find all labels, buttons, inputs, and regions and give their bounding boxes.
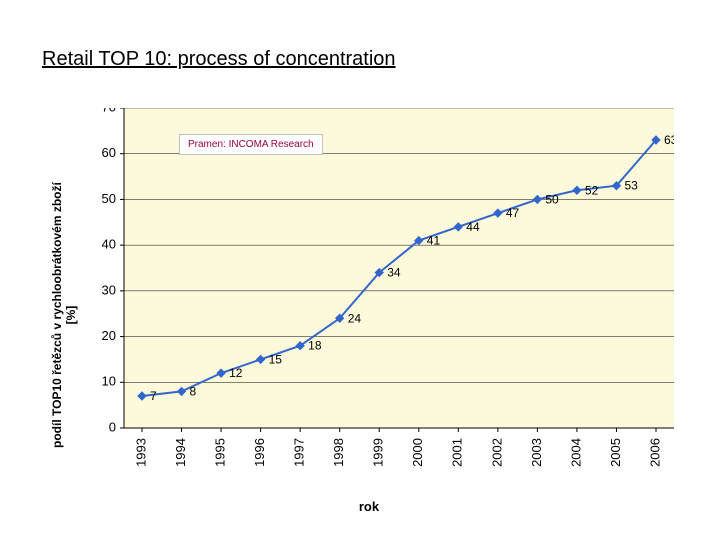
svg-text:44: 44	[466, 220, 480, 234]
svg-text:20: 20	[102, 328, 116, 343]
svg-text:24: 24	[348, 311, 362, 325]
svg-text:40: 40	[102, 237, 116, 252]
svg-text:41: 41	[427, 234, 441, 248]
svg-text:12: 12	[229, 366, 243, 380]
svg-text:2000: 2000	[410, 438, 425, 467]
svg-text:47: 47	[506, 206, 520, 220]
svg-text:53: 53	[624, 179, 638, 193]
page-title: Retail TOP 10: process of concentration	[42, 48, 396, 71]
x-axis-label: rok	[64, 499, 674, 514]
svg-text:2004: 2004	[568, 438, 583, 467]
svg-text:1996: 1996	[252, 438, 267, 467]
svg-text:0: 0	[109, 419, 116, 434]
svg-text:2006: 2006	[647, 438, 662, 467]
svg-text:10: 10	[102, 374, 116, 389]
svg-text:1998: 1998	[331, 438, 346, 467]
page: Retail TOP 10: process of concentration …	[0, 0, 720, 540]
svg-text:63: 63	[664, 133, 674, 147]
svg-text:1997: 1997	[292, 438, 307, 467]
svg-text:15: 15	[269, 352, 283, 366]
svg-text:1994: 1994	[173, 438, 188, 467]
svg-text:50: 50	[102, 191, 116, 206]
svg-text:1999: 1999	[371, 438, 386, 467]
source-box: Pramen: INCOMA Research	[179, 134, 323, 155]
svg-text:8: 8	[190, 384, 197, 398]
svg-text:70: 70	[102, 108, 116, 114]
svg-text:2001: 2001	[450, 438, 465, 467]
svg-text:30: 30	[102, 282, 116, 297]
chart-container: podíl TOP10 řetězců v rychloobrátkovém z…	[64, 108, 674, 508]
y-axis-label-line1: podíl TOP10 řetězců v rychloobrátkovém z…	[50, 182, 64, 448]
svg-text:34: 34	[387, 266, 401, 280]
svg-text:2005: 2005	[608, 438, 623, 467]
svg-text:2002: 2002	[489, 438, 504, 467]
svg-text:1993: 1993	[133, 438, 148, 467]
svg-text:18: 18	[308, 339, 322, 353]
svg-text:2003: 2003	[529, 438, 544, 467]
svg-text:50: 50	[545, 192, 559, 206]
svg-text:60: 60	[102, 145, 116, 160]
svg-text:52: 52	[585, 183, 599, 197]
svg-text:7: 7	[150, 389, 157, 403]
source-text: Pramen: INCOMA Research	[188, 139, 314, 150]
chart-svg: 0 10 20 30 40 50 60 70 1993 1994 1995 1996 1997 1998 1…	[64, 108, 674, 508]
svg-text:1995: 1995	[213, 438, 228, 467]
